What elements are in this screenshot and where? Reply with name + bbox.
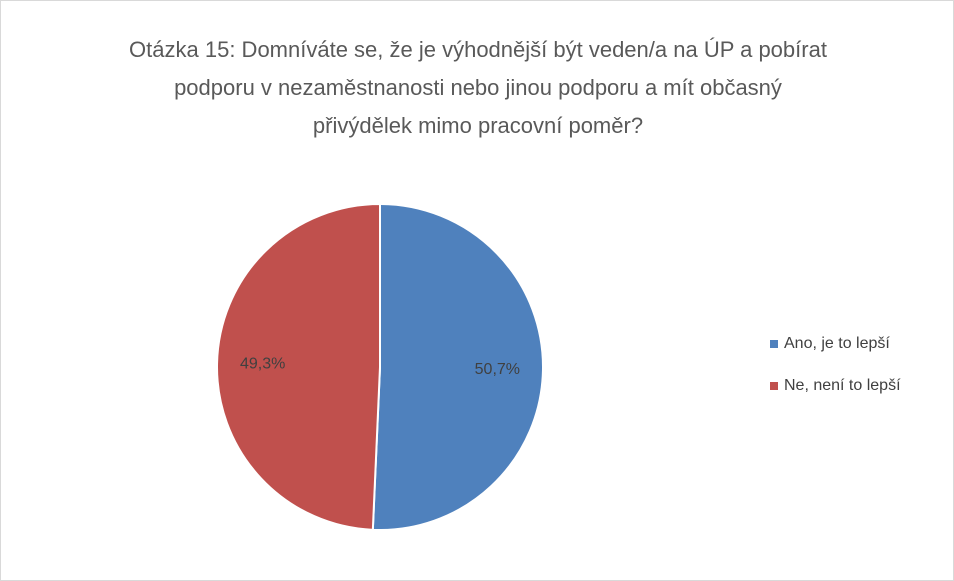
pie-slice [371, 202, 544, 531]
pie-slice [216, 202, 381, 531]
data-label: 49,3% [240, 356, 285, 373]
chart-title: Otázka 15: Domníváte se, že je výhodnějš… [129, 37, 827, 138]
legend-label: Ano, je to lepší [784, 335, 890, 352]
legend-swatch [770, 340, 778, 348]
data-label: 50,7% [475, 361, 520, 378]
legend-label: Ne, není to lepší [784, 377, 901, 394]
legend-swatch [770, 382, 778, 390]
